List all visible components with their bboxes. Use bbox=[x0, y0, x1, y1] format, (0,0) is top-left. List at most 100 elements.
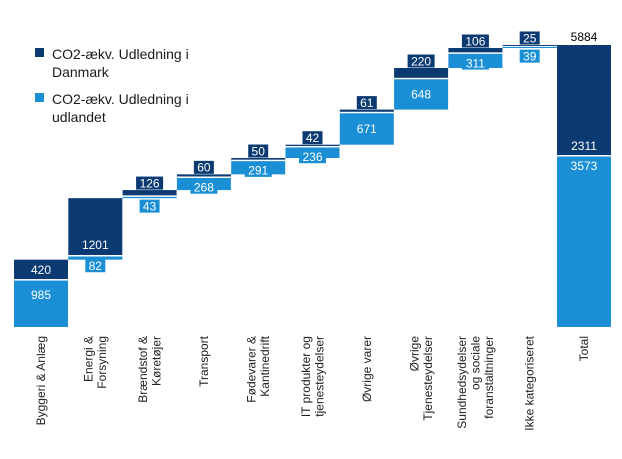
value-labels: 420 985 1201 82 126 43 60 268 50 291 42 236 61 671 220… bbox=[27, 30, 601, 302]
category-label-8-line-2: foranstaltninger bbox=[482, 336, 496, 419]
bar-separator-5 bbox=[285, 145, 340, 148]
label-danmark-6-bg bbox=[356, 96, 377, 110]
label-danmark-10-text: 2311 bbox=[571, 139, 597, 153]
label-udlandet-10: 3573 bbox=[567, 159, 601, 173]
label-danmark-8-bg bbox=[461, 34, 489, 48]
label-udlandet-7-text: 648 bbox=[411, 87, 431, 101]
label-udlandet-2-text: 43 bbox=[143, 199, 157, 213]
category-label-5: IT produkter og tjenesteydelser bbox=[299, 336, 327, 417]
category-label-7-line-0: Øvrige bbox=[407, 336, 421, 372]
label-udlandet-2: 43 bbox=[139, 199, 160, 213]
label-danmark-2: 126 bbox=[136, 176, 164, 190]
bar-udlandet-0 bbox=[14, 279, 68, 327]
category-label-0-line-0: Byggeri & Anlæg bbox=[34, 336, 48, 425]
bar-separator-10 bbox=[557, 155, 611, 157]
label-danmark-6-text: 61 bbox=[360, 96, 374, 110]
category-label-9: Ikke kategoriseret bbox=[523, 335, 537, 430]
bar-separator-2 bbox=[122, 195, 177, 197]
category-label-5-line-0: IT produkter og bbox=[299, 336, 313, 417]
label-total: 5884 bbox=[571, 30, 598, 44]
category-label-10-line-0: Total bbox=[577, 336, 591, 361]
label-udlandet-3-bg bbox=[190, 180, 218, 194]
category-label-5-line-1: tjenesteydelser bbox=[312, 336, 326, 417]
bar-separator-3 bbox=[176, 176, 231, 178]
bar-separator-0 bbox=[14, 279, 68, 281]
category-label-3-line-0: Transport bbox=[197, 335, 211, 387]
label-danmark-5: 42 bbox=[302, 131, 323, 145]
label-danmark-0-text: 420 bbox=[31, 263, 51, 277]
category-label-6-line-0: Øvrige varer bbox=[360, 336, 374, 402]
label-danmark-8: 106 bbox=[461, 34, 489, 48]
category-label-2: Brændstof & Køretøjer bbox=[136, 336, 164, 403]
label-udlandet-9-bg bbox=[519, 49, 540, 63]
label-danmark-3-bg bbox=[193, 160, 214, 174]
bar-separator-9 bbox=[502, 45, 557, 47]
label-danmark-2-text: 126 bbox=[140, 176, 160, 190]
label-danmark-0-bg bbox=[27, 263, 55, 277]
label-danmark-7-text: 220 bbox=[411, 54, 431, 68]
category-label-8: Sundhedsydelser og sociale foranstaltninge… bbox=[455, 336, 496, 429]
bar-danmark-8 bbox=[448, 48, 503, 53]
bar-danmark-7 bbox=[394, 68, 449, 78]
label-danmark-9: 25 bbox=[519, 31, 540, 45]
label-udlandet-4: 291 bbox=[244, 163, 272, 178]
label-danmark-10-bg bbox=[567, 139, 601, 153]
bar-danmark-5 bbox=[285, 144, 340, 146]
label-udlandet-8: 311 bbox=[461, 56, 489, 70]
bar-separator-1 bbox=[68, 254, 123, 257]
label-danmark-1-bg bbox=[78, 238, 113, 252]
category-labels: Byggeri & Anlæg Energi & Forsyning Brændsto… bbox=[34, 335, 591, 430]
label-udlandet-0: 985 bbox=[27, 288, 55, 302]
bar-danmark-2 bbox=[122, 190, 177, 196]
label-udlandet-10-bg bbox=[567, 159, 601, 173]
legend-label-danmark-line1: CO2-ækv. Udledning i bbox=[52, 46, 189, 62]
label-danmark-1-text: 1201 bbox=[82, 238, 109, 252]
label-danmark-1: 1201 bbox=[78, 238, 113, 252]
label-udlandet-1-text: 82 bbox=[89, 259, 103, 273]
label-udlandet-0-text: 985 bbox=[31, 288, 51, 302]
label-udlandet-7-bg bbox=[407, 87, 435, 101]
label-danmark-5-bg bbox=[302, 131, 323, 145]
label-udlandet-5-text: 236 bbox=[302, 150, 322, 164]
bar-danmark-10 bbox=[557, 45, 611, 156]
category-label-7-line-1: Tjenesteydelser bbox=[421, 336, 435, 421]
legend-swatch-udlandet bbox=[35, 93, 44, 102]
legend: CO2-ækv. Udledning i Danmark CO2-ækv. Ud… bbox=[35, 46, 189, 125]
bar-separator-6 bbox=[339, 111, 394, 114]
bar-danmark-9 bbox=[502, 44, 557, 46]
label-danmark-6: 61 bbox=[356, 96, 377, 110]
category-label-8-line-0: Sundhedsydelser bbox=[455, 336, 469, 429]
label-udlandet-3: 268 bbox=[190, 180, 218, 195]
bar-separator-7 bbox=[394, 77, 449, 80]
bar-separator-8 bbox=[448, 52, 503, 54]
label-udlandet-5-bg bbox=[299, 150, 326, 164]
label-danmark-4-text: 50 bbox=[252, 144, 266, 158]
category-label-1-line-1: Forsyning bbox=[95, 336, 109, 389]
label-udlandet-9-text: 39 bbox=[523, 49, 537, 63]
legend-label-udlandet-line2: udlandet bbox=[52, 109, 106, 125]
category-label-7: Øvrige Tjenesteydelser bbox=[407, 336, 435, 421]
label-danmark-4-bg bbox=[248, 144, 269, 158]
bar-segments bbox=[14, 44, 611, 327]
label-udlandet-1: 82 bbox=[85, 259, 106, 273]
label-danmark-5-text: 42 bbox=[306, 131, 320, 145]
category-label-1: Energi & Forsyning bbox=[82, 336, 110, 389]
label-danmark-3: 60 bbox=[193, 160, 214, 175]
bar-udlandet-10 bbox=[557, 155, 611, 327]
bar-separator-4 bbox=[231, 159, 286, 162]
bar-danmark-6 bbox=[339, 109, 394, 112]
label-udlandet-5: 236 bbox=[299, 150, 326, 164]
label-udlandet-6-text: 671 bbox=[357, 122, 377, 136]
label-udlandet-6-bg bbox=[353, 122, 381, 136]
label-danmark-8-text: 106 bbox=[465, 34, 485, 48]
label-danmark-7: 220 bbox=[407, 54, 435, 68]
label-udlandet-10-text: 3573 bbox=[571, 159, 598, 173]
label-udlandet-2-bg bbox=[139, 199, 160, 213]
label-udlandet-4-bg bbox=[244, 163, 272, 177]
category-label-3: Transport bbox=[197, 335, 211, 387]
bar-udlandet-2 bbox=[122, 196, 177, 199]
label-udlandet-7: 648 bbox=[407, 87, 435, 101]
legend-label-udlandet-line1: CO2-ækv. Udledning i bbox=[52, 91, 189, 107]
label-danmark-4: 50 bbox=[248, 144, 269, 158]
